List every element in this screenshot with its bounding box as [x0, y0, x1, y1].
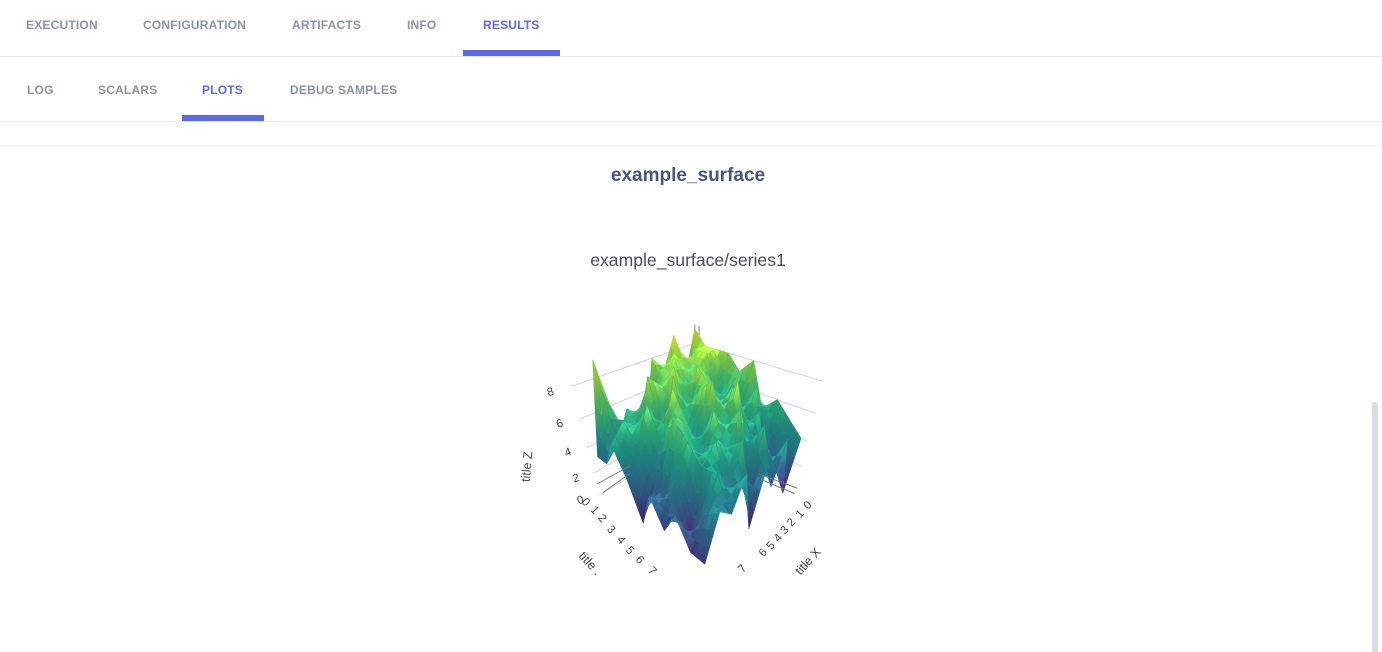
svg-text:5: 5 — [623, 544, 636, 557]
svg-text:2: 2 — [785, 516, 798, 529]
svg-text:6: 6 — [633, 554, 646, 567]
svg-text:title X: title X — [792, 545, 824, 578]
svg-text:title .: title . — [576, 549, 604, 578]
svg-text:2: 2 — [595, 512, 608, 525]
svg-text:4: 4 — [563, 446, 573, 460]
svg-text:8: 8 — [546, 386, 556, 399]
svg-text:0: 0 — [802, 499, 815, 512]
svg-text:title Z: title Z — [519, 450, 536, 482]
svg-text:3: 3 — [604, 523, 617, 536]
svg-text:5: 5 — [765, 540, 778, 553]
svg-text:1: 1 — [588, 504, 601, 517]
svg-text:7: 7 — [645, 565, 658, 578]
svg-text:2: 2 — [571, 472, 581, 485]
svg-text:7: 7 — [736, 563, 749, 576]
svg-text:0: 0 — [576, 494, 586, 507]
svg-text:1: 1 — [794, 508, 807, 521]
svg-text:4: 4 — [614, 534, 628, 547]
svg-text:6: 6 — [555, 417, 565, 430]
